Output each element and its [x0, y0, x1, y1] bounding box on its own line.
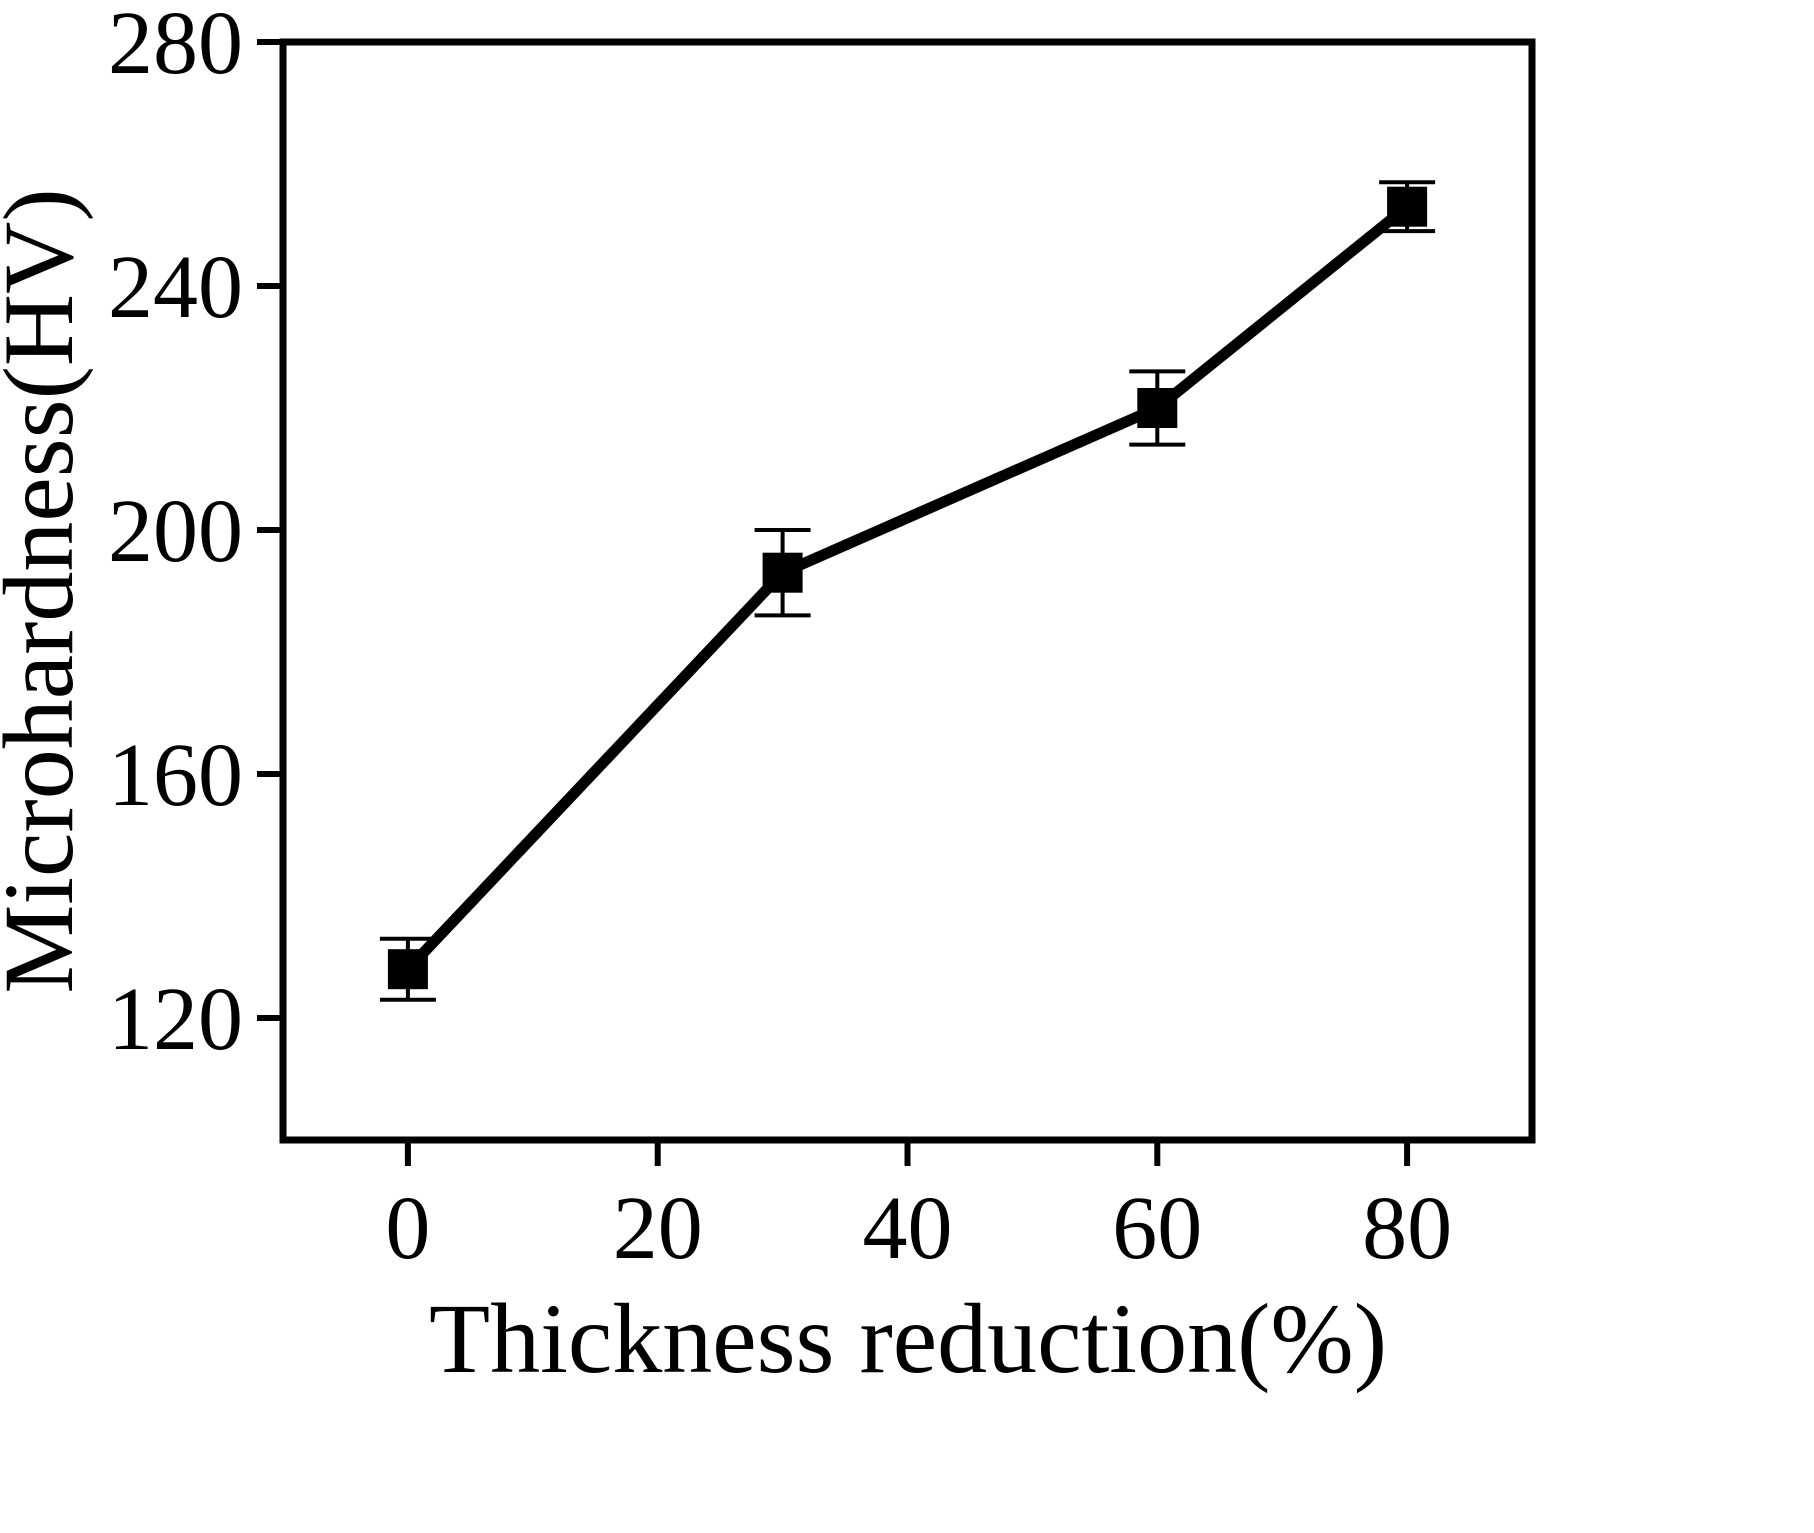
data-point-marker: [1137, 388, 1178, 428]
plot-area: 0 20 40 60 80 120 160 200 240 280: [108, 0, 1536, 1278]
y-tick-label: 120: [108, 970, 243, 1069]
data-point-marker: [762, 552, 803, 593]
data-point-marker: [387, 949, 428, 990]
series-line: [403, 202, 1411, 973]
data-point-marker: [1387, 186, 1428, 227]
y-axis-title: Microhardness(HV): [0, 188, 94, 993]
x-tick-label: 60: [1112, 1179, 1202, 1278]
y-tick-label: 240: [108, 238, 243, 337]
y-tick-label: 160: [108, 726, 243, 825]
plot-border: [279, 38, 1536, 1144]
y-tick-label: 280: [108, 0, 243, 93]
x-tick-label: 0: [385, 1179, 430, 1278]
x-axis-title: Thickness reduction(%): [429, 1283, 1387, 1394]
x-tick-label: 20: [613, 1179, 703, 1278]
x-tick-label: 80: [1362, 1179, 1452, 1278]
y-tick-label: 200: [108, 482, 243, 581]
x-tick-label: 40: [863, 1179, 953, 1278]
